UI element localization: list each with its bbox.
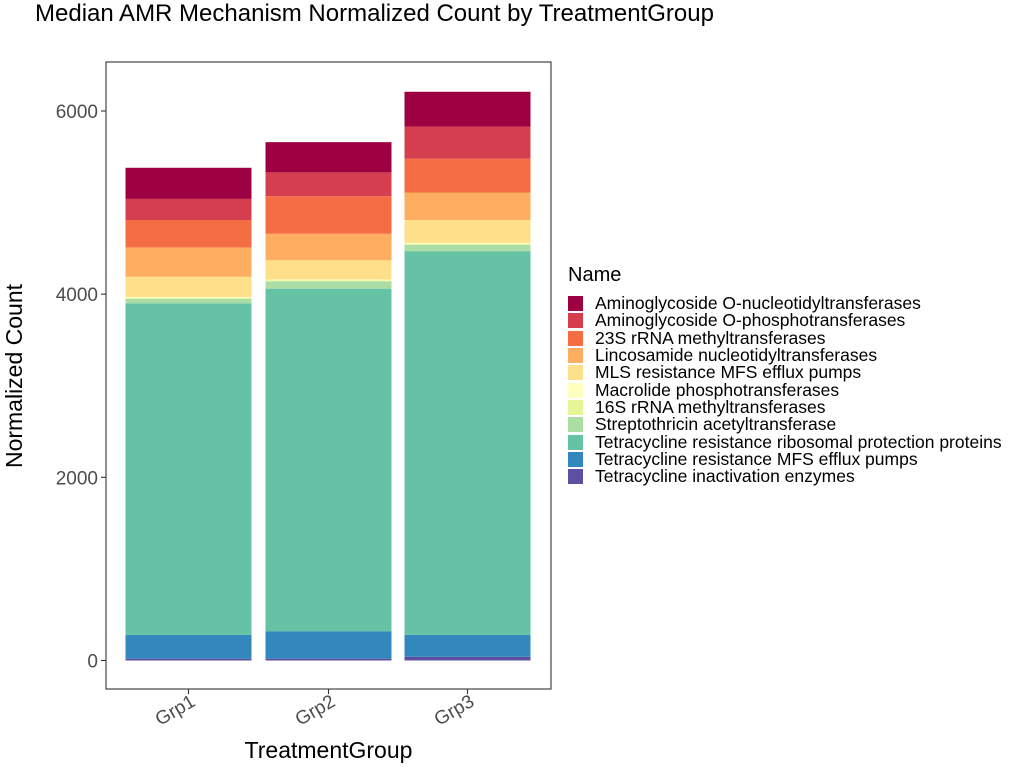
bar-segment-grp3-10 [404, 656, 531, 661]
bar-segment-grp2-4 [265, 260, 392, 280]
y-tick-label: 4000 [56, 285, 98, 306]
legend-item: MLS resistance MFS efflux pumps [568, 364, 1002, 381]
legend-label: MLS resistance MFS efflux pumps [595, 362, 862, 383]
legend-item: 16S rRNA methyltransferases [568, 396, 1002, 417]
bar-segment-grp2-0 [265, 142, 392, 173]
legend-key [568, 417, 583, 433]
bar-segment-grp3-0 [404, 91, 531, 127]
bar-segment-grp3-2 [404, 158, 531, 193]
bar-segment-grp1-8 [125, 303, 252, 635]
legend-key [568, 330, 583, 346]
y-tick-label: 0 [87, 652, 98, 673]
bars-layer [125, 91, 531, 661]
legend-item: Aminoglycoside O-nucleotidyltransferases [568, 293, 1002, 314]
bar-segment-grp2-2 [265, 196, 392, 234]
bar-segment-grp1-4 [125, 276, 252, 297]
bar-segment-grp1-0 [125, 167, 252, 199]
legend-item: Lincosamide nucleotidyltransferases [568, 345, 1002, 366]
legend-items: Aminoglycoside O-nucleotidyltransferases… [568, 293, 1002, 487]
legend-item: Tetracycline resistance MFS efflux pumps [568, 448, 1002, 469]
bar-segment-grp1-5 [125, 296, 252, 298]
legend-item: 23S rRNA methyltransferases [568, 327, 1002, 348]
legend-label: Aminoglycoside O-phosphotransferases [595, 310, 906, 331]
legend-key [568, 469, 583, 485]
legend-title: Name [568, 264, 622, 286]
bar-segment-grp1-3 [125, 247, 252, 277]
x-tick-label: Grp3 [431, 691, 478, 730]
chart-title: Median AMR Mechanism Normalized Count by… [35, 0, 714, 27]
legend-item: Macrolide phosphotransferases [568, 381, 1002, 398]
legend-label: Tetracycline resistance MFS efflux pumps [595, 448, 918, 469]
legend-label: Tetracycline resistance ribosomal protec… [595, 431, 1002, 452]
legend-label: Tetracycline inactivation enzymes [595, 466, 855, 487]
y-tick-label: 6000 [56, 102, 98, 123]
bar-segment-grp1-7 [125, 298, 252, 304]
bar-segment-grp1-10 [125, 658, 252, 661]
legend-key [568, 365, 583, 381]
legend-label: Aminoglycoside O-nucleotidyltransferases [595, 293, 921, 314]
legend-item: Tetracycline inactivation enzymes [568, 466, 1002, 487]
bar-segment-grp3-9 [404, 634, 531, 657]
legend-label: Macrolide phosphotransferases [595, 379, 840, 400]
legend-label: 23S rRNA methyltransferases [595, 327, 826, 348]
bar-segment-grp2-7 [265, 281, 392, 289]
bar-segment-grp2-5 [265, 279, 392, 281]
x-tick-label: Grp2 [292, 691, 339, 730]
bar-segment-grp3-5 [404, 242, 531, 244]
legend-item: Aminoglycoside O-phosphotransferases [568, 312, 1002, 329]
bar-segment-grp2-3 [265, 233, 392, 261]
bar-segment-grp2-8 [265, 288, 392, 632]
bar-segment-grp3-4 [404, 219, 531, 243]
legend-key [568, 434, 583, 450]
bar-segment-grp3-6 [404, 243, 531, 245]
bar-segment-grp1-9 [125, 634, 252, 659]
legend-key [568, 399, 583, 415]
bar-segment-grp1-6 [125, 297, 252, 299]
bar-segment-grp2-6 [265, 280, 392, 282]
bar-segment-grp2-1 [265, 172, 392, 197]
legend-label: 16S rRNA methyltransferases [595, 396, 826, 417]
bar-segment-grp3-1 [404, 126, 531, 159]
legend-key [568, 348, 583, 364]
y-tick-label: 2000 [56, 468, 98, 489]
x-axis-title: TreatmentGroup [245, 737, 413, 763]
bar-segment-grp3-8 [404, 251, 531, 635]
legend-item: Streptothricin acetyltransferase [568, 414, 1002, 435]
x-tick-label: Grp1 [152, 691, 199, 730]
legend-label: Streptothricin acetyltransferase [595, 414, 837, 435]
bar-segment-grp3-7 [404, 244, 531, 252]
legend-item: Tetracycline resistance ribosomal protec… [568, 433, 1002, 450]
legend-key [568, 451, 583, 467]
legend-label: Lincosamide nucleotidyltransferases [595, 345, 878, 366]
bar-segment-grp2-10 [265, 658, 392, 661]
bar-segment-grp3-3 [404, 192, 531, 220]
legend-key [568, 296, 583, 312]
bar-segment-grp1-1 [125, 198, 252, 220]
legend: Name Aminoglycoside O-nucleotidyltransfe… [568, 264, 1002, 485]
legend-key [568, 382, 583, 398]
legend-key [568, 313, 583, 329]
y-axis-title: Normalized Count [1, 283, 27, 468]
bar-segment-grp2-9 [265, 631, 392, 659]
bar-segment-grp1-2 [125, 219, 252, 248]
